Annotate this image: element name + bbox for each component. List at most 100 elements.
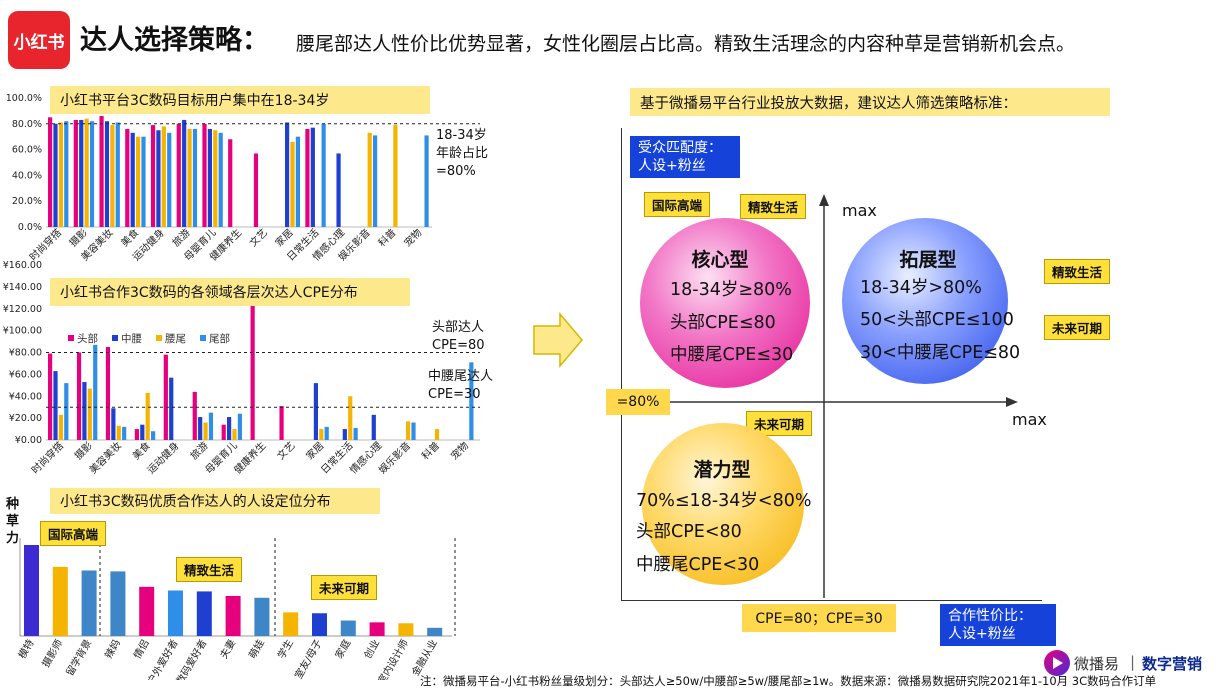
quadrant-axes xyxy=(622,194,1018,598)
c2-bar xyxy=(76,352,82,440)
c2-ytick: ¥40.00 xyxy=(9,391,42,402)
c2-ytick: ¥80.00 xyxy=(9,348,42,359)
c3-bar xyxy=(52,566,68,636)
c3-xtick: 夫妻 xyxy=(217,637,238,661)
c1-bar xyxy=(73,119,78,227)
c2-bar xyxy=(198,417,203,440)
c3-bar xyxy=(398,623,414,636)
c1-bar xyxy=(161,126,166,227)
c2-bar xyxy=(111,408,116,440)
c2-xtick: 文艺 xyxy=(274,439,297,462)
c1-bar xyxy=(192,128,198,227)
c1-bar xyxy=(367,132,372,227)
footer-note: 注：微播易平台-小红书粉丝量级划分：头部达人≥50w/中腰部≥5w/腰尾部≥1w… xyxy=(420,674,1157,688)
chart3-tag-intl: 国际高端 xyxy=(40,521,107,546)
strategy-header: 基于微播易平台行业投放大数据，建议达人筛选策略标准： xyxy=(630,88,1110,116)
c3-bar xyxy=(24,545,39,636)
c1-bar xyxy=(393,125,398,227)
c2-bar xyxy=(122,426,127,440)
expand-line1: 18-34岁>80% xyxy=(860,278,982,298)
c2-bar xyxy=(353,427,358,440)
c1-bar xyxy=(79,119,84,227)
c2-bar xyxy=(348,396,353,440)
c3-bar xyxy=(81,570,97,636)
c2-xtick: 宠物 xyxy=(448,439,471,462)
chart2-title: 小红书合作3C数码的各领域各层次达人CPE分布 xyxy=(50,278,410,306)
c2-bar xyxy=(237,413,242,440)
chart3-tag-refined: 精致生活 xyxy=(176,557,243,582)
brand-name: 微播易 xyxy=(1074,655,1120,673)
c3-xtick: 辣妈 xyxy=(102,637,123,661)
c2-xtick: 科普 xyxy=(419,439,442,462)
c2-bar xyxy=(116,425,121,440)
c1-bar xyxy=(176,123,181,227)
c2-bar xyxy=(48,353,53,440)
c1-bar xyxy=(253,153,259,227)
core-line1: 18-34岁≥80% xyxy=(670,280,792,300)
c2-bar xyxy=(203,422,208,440)
c2-legend-label: 头部 xyxy=(77,332,98,345)
c1-xtick: 家居 xyxy=(272,226,295,249)
c2-xtick: 娱乐影音 xyxy=(376,439,413,476)
c2-bar xyxy=(134,429,139,440)
core-title: 核心型 xyxy=(691,249,749,271)
c2-xtick: 美容美妆 xyxy=(86,439,123,476)
c1-bar xyxy=(321,123,326,227)
x-threshold: CPE=80；CPE=30 xyxy=(742,604,896,632)
c2-xtick: 摄影 xyxy=(72,439,95,462)
c3-bar xyxy=(283,612,299,636)
c1-bar xyxy=(285,122,290,227)
c2-bar xyxy=(87,388,92,440)
c1-bar xyxy=(64,121,69,227)
c2-bar xyxy=(406,421,411,440)
potential-line3: 中腰尾CPE<30 xyxy=(636,555,760,575)
strategy-frame xyxy=(621,128,1042,601)
c1-bar xyxy=(150,125,156,227)
tag-future-expand: 未来可期 xyxy=(1044,315,1111,340)
y-max-label: max xyxy=(842,201,877,220)
c2-legend-swatch xyxy=(112,335,118,341)
c3-bar xyxy=(340,620,356,636)
chart2-annotation-top: 头部达人 CPE=80 xyxy=(432,320,485,353)
c1-ytick: 40.0% xyxy=(12,170,42,181)
c1-bar xyxy=(187,128,192,227)
x-axis-box: 合作性价比： 人设+粉丝 xyxy=(940,604,1056,646)
c2-ytick: ¥120.00 xyxy=(3,304,42,315)
tag-refined-expand: 精致生活 xyxy=(1044,259,1111,284)
core-line2: 头部CPE≤80 xyxy=(670,313,776,333)
c1-ytick: 80.0% xyxy=(12,119,42,130)
c1-bar xyxy=(58,122,63,227)
expand-line2: 50<头部CPE≤100 xyxy=(860,310,1014,330)
c1-xtick: 美食 xyxy=(118,226,141,249)
expand-title: 拓展型 xyxy=(899,249,957,271)
c2-bar xyxy=(279,406,284,440)
c3-bar xyxy=(110,571,126,636)
potential-line2: 头部CPE<80 xyxy=(636,522,742,542)
c2-bar xyxy=(64,383,69,440)
c3-xtick: 情侣 xyxy=(131,637,152,661)
c1-bar xyxy=(202,123,207,227)
c2-legend-label: 中腰 xyxy=(121,332,142,345)
c1-xtick: 宠物 xyxy=(401,226,424,249)
c3-bar xyxy=(139,586,155,636)
c3-bar xyxy=(168,590,183,636)
c2-bar xyxy=(58,414,63,440)
c1-bar xyxy=(182,119,187,227)
c2-bar xyxy=(169,377,174,440)
c2-xtick: 美食 xyxy=(130,439,153,462)
c2-ytick: ¥60.00 xyxy=(9,369,42,380)
c2-bar xyxy=(313,383,318,440)
c2-legend-swatch xyxy=(200,335,206,341)
c1-bar xyxy=(424,135,429,227)
c3-bar xyxy=(312,613,327,636)
c1-ytick: 0.0% xyxy=(18,222,42,233)
chart3-title: 小红书3C数码优质合作达人的人设定位分布 xyxy=(50,488,380,514)
chart3-ylabel: 种草力 xyxy=(6,497,20,546)
c3-xtick: 学生 xyxy=(275,637,296,661)
tag-refined-core: 精致生活 xyxy=(740,194,807,219)
c2-bar xyxy=(151,431,156,440)
c2-bar xyxy=(163,354,168,440)
c1-bar xyxy=(130,132,135,227)
c1-xtick: 旅游 xyxy=(169,226,192,249)
c2-xtick: 运动健身 xyxy=(144,439,181,476)
